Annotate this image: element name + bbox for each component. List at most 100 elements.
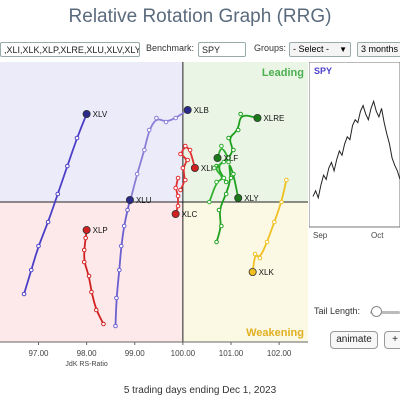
- price-x-tick-label: Sep: [313, 231, 328, 240]
- tail-point-xlu: [114, 295, 119, 301]
- price-chart: SPY Sep Oct: [309, 62, 400, 240]
- tail-point-xlk: [272, 219, 277, 225]
- tail-point-xlu: [113, 323, 118, 329]
- tail-point-xlp: [86, 273, 92, 279]
- series-label-xlv: XLV: [93, 110, 108, 119]
- tail-point-xlc: [175, 203, 181, 209]
- tail-point-xlp: [83, 235, 88, 241]
- tail-point-xly: [228, 175, 234, 181]
- series-label-xlp: XLP: [93, 226, 108, 235]
- head-point-xly: [234, 193, 243, 202]
- tail-point-xlk: [264, 239, 270, 245]
- tail-point-xli: [187, 147, 193, 153]
- tail-point-xlc: [175, 175, 181, 181]
- tail-point-xly: [231, 171, 236, 177]
- tail-point-xly: [214, 239, 219, 245]
- price-line: [312, 99, 400, 200]
- series-label-xlu: XLU: [136, 196, 152, 205]
- symbols-input[interactable]: ,XLI,XLK,XLP,XLRE,XLU,XLV,XLY: [0, 42, 140, 57]
- price-x-tick-label: Oct: [371, 231, 384, 240]
- tail-point-xlre: [231, 147, 236, 153]
- tail-xlf: [208, 148, 229, 203]
- tail-point-xlb: [173, 115, 178, 121]
- head-point-xlp: [82, 225, 91, 234]
- tail-point-xlf: [214, 179, 219, 185]
- tail-point-xlf: [221, 159, 227, 165]
- tail-point-xlv: [28, 267, 34, 273]
- series-label-xlk: XLK: [259, 268, 275, 277]
- price-chart-frame: [309, 62, 400, 228]
- benchmark-input[interactable]: SPY: [198, 42, 246, 57]
- tail-point-xlp: [93, 307, 99, 313]
- extra-button[interactable]: +: [384, 331, 400, 349]
- series-label-xlc: XLC: [182, 210, 198, 219]
- tail-point-xlre: [238, 111, 243, 117]
- x-tick-label: 102.00: [267, 349, 292, 358]
- tail-point-xlk: [257, 255, 263, 261]
- groups-label: Groups:: [254, 43, 287, 53]
- tail-length-slider-track[interactable]: [370, 311, 400, 314]
- lagging-quadrant: [0, 202, 183, 342]
- tail-length-label: Tail Length:: [314, 306, 361, 316]
- weakening-quadrant: [182, 202, 308, 342]
- tail-point-xlf: [219, 143, 224, 149]
- tail-point-xlu: [117, 267, 122, 273]
- leading-label: Leading: [262, 67, 304, 79]
- series-label-xlre: XLRE: [263, 114, 284, 123]
- groups-select[interactable]: - Select - ▼: [289, 42, 351, 57]
- head-point-xli: [190, 164, 199, 173]
- tail-point-xlb: [142, 147, 147, 153]
- head-point-xlf: [213, 154, 222, 163]
- tail-point-xlu: [125, 207, 130, 213]
- tail-point-xlv: [45, 219, 51, 225]
- period-select[interactable]: 3 months: [357, 42, 400, 57]
- tail-point-xlu: [118, 243, 124, 249]
- page-title: Relative Rotation Graph (RRG): [68, 6, 332, 27]
- tail-length-slider-handle[interactable]: [371, 306, 382, 317]
- tail-point-xlf: [221, 175, 227, 181]
- tail-point-xlv: [55, 191, 61, 197]
- tail-point-xlk: [279, 199, 284, 205]
- chevron-down-icon: ▼: [339, 45, 347, 54]
- tail-point-xlk: [252, 251, 258, 257]
- series-label-xlf: XLF: [224, 154, 239, 163]
- tail-point-xlp: [89, 289, 94, 295]
- tail-point-xlb: [154, 115, 159, 121]
- tail-point-xlre: [223, 179, 229, 185]
- head-point-xlre: [253, 114, 262, 123]
- leading-quadrant: [182, 62, 308, 202]
- tail-xlu: [114, 199, 131, 327]
- head-point-xlu: [125, 195, 134, 204]
- tail-point-xly: [219, 223, 224, 229]
- x-tick-label: 98.00: [77, 349, 98, 358]
- tail-point-xlc: [173, 185, 178, 191]
- tail-point-xli: [182, 177, 188, 183]
- rrg-chart: Leading Weakening 97.00 98.00 99.00 100.00 101…: [0, 62, 308, 368]
- tail-point-xlc: [175, 193, 181, 199]
- head-point-xlv: [82, 110, 91, 119]
- head-point-xlk: [248, 267, 257, 276]
- tail-point-xly: [216, 207, 222, 213]
- series-label-xlb: XLB: [194, 106, 209, 115]
- animate-button[interactable]: animate: [330, 331, 378, 349]
- x-tick-label: 100.00: [171, 349, 196, 358]
- tail-point-xli: [180, 165, 186, 171]
- head-point-xlc: [171, 209, 180, 218]
- period-select-value: 3 months: [361, 44, 399, 54]
- tail-point-xlb: [134, 171, 140, 177]
- tail-point-xli: [182, 143, 188, 149]
- tail-point-xli: [185, 157, 190, 163]
- footer-text: 5 trading days ending Dec 1, 2023: [123, 385, 277, 396]
- tail-point-xlb: [146, 127, 152, 133]
- x-tick-label: 97.00: [28, 349, 49, 358]
- tail-point-xlf: [211, 165, 217, 171]
- tail-point-xlv: [65, 163, 70, 169]
- head-point-xlb: [183, 106, 192, 115]
- groups-select-value: - Select -: [293, 44, 330, 54]
- price-chart-legend: SPY: [314, 66, 332, 76]
- tail-point-xlf: [207, 199, 212, 205]
- x-tick-label: 101.00: [219, 349, 244, 358]
- series-label-xli: XLI: [201, 164, 213, 173]
- tail-point-xlv: [36, 243, 41, 249]
- tail-point-xli: [178, 187, 183, 193]
